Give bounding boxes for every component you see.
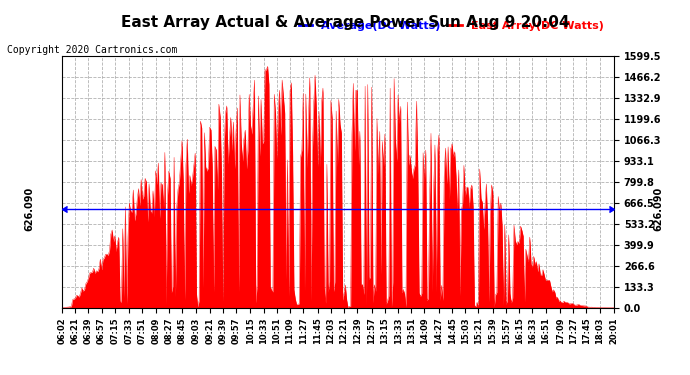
Legend: Average(DC Watts), East Array(DC Watts): Average(DC Watts), East Array(DC Watts) — [294, 16, 609, 36]
Text: East Array Actual & Average Power Sun Aug 9 20:04: East Array Actual & Average Power Sun Au… — [121, 15, 569, 30]
Text: 626.090: 626.090 — [653, 187, 663, 231]
Text: 626.090: 626.090 — [24, 187, 34, 231]
Text: Copyright 2020 Cartronics.com: Copyright 2020 Cartronics.com — [7, 45, 177, 55]
